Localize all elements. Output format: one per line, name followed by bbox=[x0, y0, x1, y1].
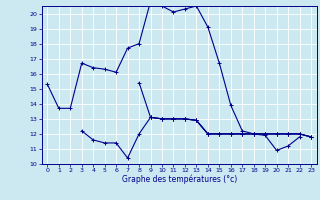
X-axis label: Graphe des températures (°c): Graphe des températures (°c) bbox=[122, 175, 237, 184]
